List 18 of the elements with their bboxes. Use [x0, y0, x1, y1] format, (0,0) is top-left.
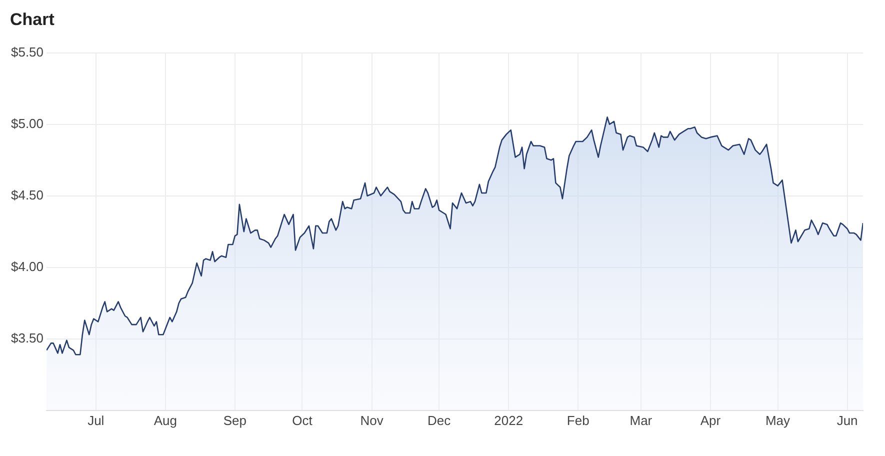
- chart-title: Chart: [10, 10, 56, 30]
- y-tick-label: $4.00: [10, 258, 44, 274]
- x-tick-label: Nov: [360, 412, 384, 428]
- y-tick-label: $4.50: [10, 187, 44, 202]
- x-tick-label: Jul: [88, 412, 104, 428]
- x-tick-label: Mar: [630, 412, 653, 428]
- y-tick-label: $3.50: [10, 330, 44, 346]
- x-tick-label: Aug: [154, 412, 177, 428]
- x-tick-label: Jun: [836, 412, 858, 428]
- x-tick-label: Feb: [566, 412, 590, 428]
- x-tick-label: Oct: [292, 412, 313, 428]
- x-tick-label: Sep: [223, 412, 247, 428]
- y-tick-label: $5.50: [10, 44, 44, 60]
- x-tick-label: Dec: [428, 412, 452, 428]
- y-tick-label: $5.00: [10, 116, 44, 131]
- x-tick-label: Apr: [700, 412, 722, 428]
- x-tick-label: 2022: [494, 412, 524, 428]
- x-tick-label: May: [765, 412, 791, 428]
